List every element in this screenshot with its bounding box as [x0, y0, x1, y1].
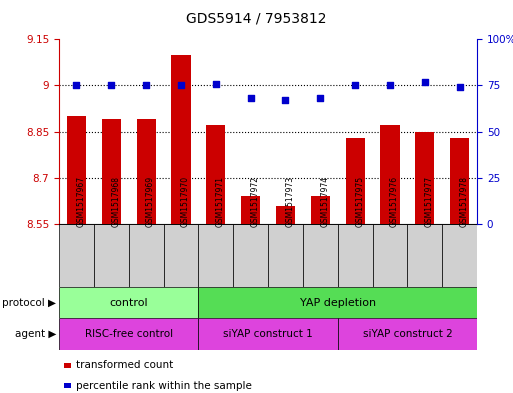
Text: GSM1517968: GSM1517968: [111, 176, 120, 227]
Text: agent ▶: agent ▶: [15, 329, 56, 339]
Bar: [415, 132, 435, 224]
Point: [316, 95, 324, 101]
Point: [212, 81, 220, 87]
Text: GSM1517974: GSM1517974: [320, 176, 329, 227]
Text: transformed count: transformed count: [76, 360, 173, 371]
Point: [421, 79, 429, 85]
Bar: [241, 196, 260, 224]
Text: GSM1517977: GSM1517977: [425, 176, 434, 227]
Text: RISC-free control: RISC-free control: [85, 329, 173, 339]
Bar: [102, 119, 121, 224]
Bar: [129, 224, 164, 287]
Bar: [94, 224, 129, 287]
Point: [177, 83, 185, 89]
Text: GSM1517972: GSM1517972: [251, 176, 260, 227]
Text: GSM1517971: GSM1517971: [216, 176, 225, 227]
Bar: [67, 116, 86, 224]
Text: GSM1517975: GSM1517975: [355, 176, 364, 227]
Bar: [199, 287, 477, 318]
Point: [456, 84, 464, 90]
Bar: [59, 287, 199, 318]
Text: GSM1517969: GSM1517969: [146, 176, 155, 227]
Text: GSM1517967: GSM1517967: [76, 176, 86, 227]
Bar: [59, 318, 199, 350]
Text: GSM1517978: GSM1517978: [460, 176, 469, 227]
Bar: [268, 224, 303, 287]
Point: [107, 83, 115, 89]
Bar: [450, 138, 469, 224]
Bar: [276, 206, 295, 224]
Text: YAP depletion: YAP depletion: [300, 298, 376, 308]
Text: GSM1517976: GSM1517976: [390, 176, 399, 227]
Text: protocol ▶: protocol ▶: [3, 298, 56, 308]
Bar: [303, 224, 338, 287]
Bar: [59, 224, 94, 287]
Bar: [164, 224, 199, 287]
Bar: [199, 318, 338, 350]
Text: GSM1517973: GSM1517973: [285, 176, 294, 227]
Text: GSM1517970: GSM1517970: [181, 176, 190, 227]
Point: [247, 95, 255, 101]
Point: [142, 83, 150, 89]
Bar: [346, 138, 365, 224]
Bar: [338, 318, 477, 350]
Text: GDS5914 / 7953812: GDS5914 / 7953812: [186, 12, 327, 26]
Bar: [372, 224, 407, 287]
Bar: [338, 224, 372, 287]
Text: percentile rank within the sample: percentile rank within the sample: [76, 381, 252, 391]
Point: [72, 83, 81, 89]
Bar: [206, 125, 225, 224]
Text: siYAP construct 2: siYAP construct 2: [363, 329, 452, 339]
Bar: [381, 125, 400, 224]
Point: [281, 97, 289, 103]
Bar: [311, 196, 330, 224]
Bar: [199, 224, 233, 287]
Point: [386, 83, 394, 89]
Bar: [442, 224, 477, 287]
Text: siYAP construct 1: siYAP construct 1: [223, 329, 313, 339]
Bar: [136, 119, 155, 224]
Point: [351, 83, 359, 89]
Bar: [407, 224, 442, 287]
Text: control: control: [109, 298, 148, 308]
Bar: [233, 224, 268, 287]
Bar: [171, 55, 190, 224]
